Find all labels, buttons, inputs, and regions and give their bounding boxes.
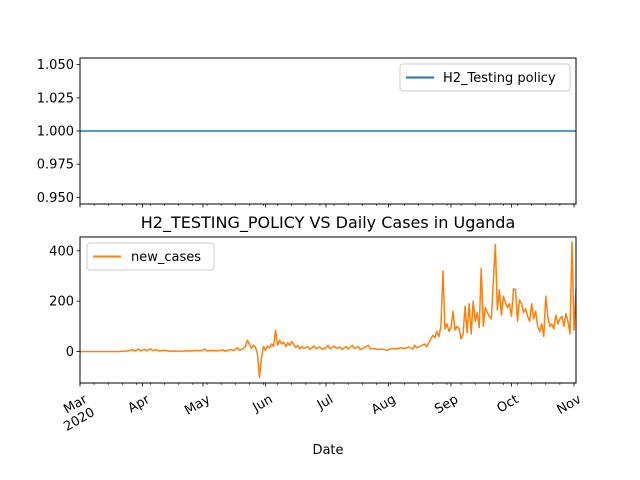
bottom-legend-label: new_cases [131,250,201,265]
bottom-y-tick-label: 200 [49,295,74,310]
x-tick-label-group: Jul [314,392,336,413]
top-y-tick-label: 0.950 [37,191,74,206]
bottom-y-tick-label: 0 [66,345,74,360]
bottom-series-line [80,241,577,379]
bottom-subplot: H2_TESTING_POLICY VS Daily Cases in Ugan… [49,213,584,458]
x-axis-label: Date [312,443,343,458]
chart-title: H2_TESTING_POLICY VS Daily Cases in Ugan… [141,213,516,233]
top-y-tick-label: 1.025 [37,91,74,106]
bottom-series-layer [80,241,577,379]
top-y-tick-label: 1.050 [37,58,74,73]
bottom-plot-frame [79,236,577,384]
top-y-tick-label: 0.975 [37,158,74,173]
bottom-y-tick-label: 400 [49,244,74,259]
top-y-ticks: 0.950 0.975 1.000 1.025 1.050 [37,58,80,206]
top-legend-label: H2_Testing policy [443,71,556,86]
bottom-y-ticks: 0 200 400 [49,244,80,360]
x-tick-label: Jul [314,392,336,413]
top-legend: H2_Testing policy [399,63,571,92]
bottom-legend: new_cases [86,242,215,271]
bottom-legend-box [86,242,215,271]
top-y-tick-label: 1.000 [37,125,74,140]
top-legend-box [399,63,571,92]
top-subplot: 0.950 0.975 1.000 1.025 1.050 H2_Testing pol… [37,57,577,208]
top-plot-frame [79,57,577,205]
